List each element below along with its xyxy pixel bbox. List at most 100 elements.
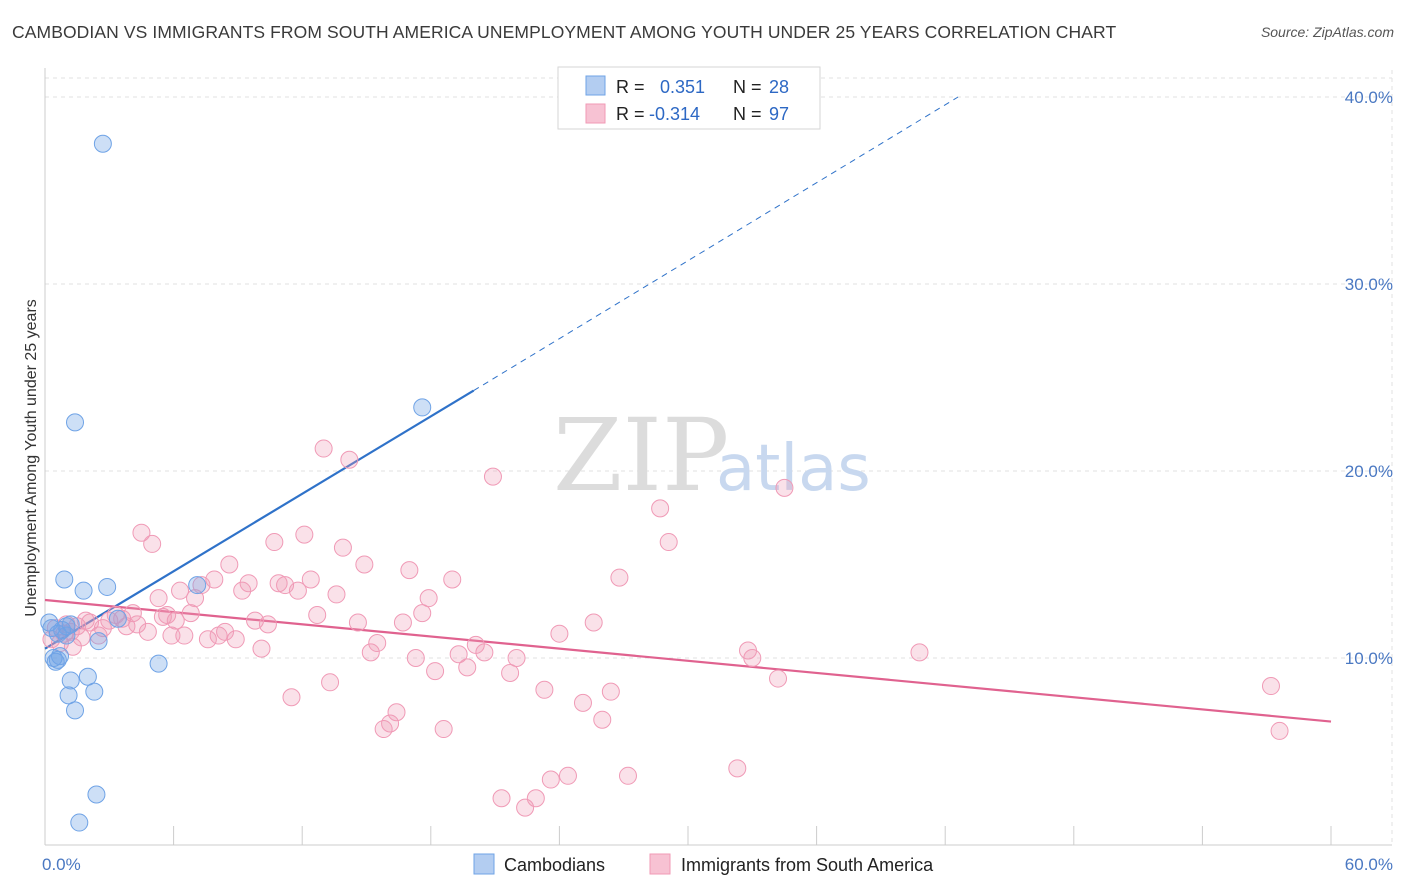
point-south-america-99 bbox=[1261, 677, 1280, 696]
point-south-america-65 bbox=[406, 649, 425, 667]
point-cambodian-9 bbox=[59, 686, 78, 705]
point-south-america-71 bbox=[449, 645, 468, 664]
point-south-america-56 bbox=[348, 613, 367, 632]
point-south-america-98 bbox=[910, 643, 929, 662]
point-south-america-62 bbox=[387, 703, 406, 722]
point-south-america-84 bbox=[558, 766, 577, 785]
legend-r-value-1: 0.351 bbox=[660, 77, 705, 97]
point-south-america-37 bbox=[226, 630, 245, 649]
y-tick-label-1: 20.0% bbox=[1345, 462, 1393, 481]
point-south-america-35 bbox=[216, 622, 235, 641]
legend-n-label-1: N = bbox=[733, 77, 762, 97]
point-south-america-49 bbox=[301, 570, 320, 589]
point-south-america-63 bbox=[393, 613, 412, 632]
point-south-america-75 bbox=[483, 467, 502, 486]
point-south-america-46 bbox=[282, 688, 301, 707]
point-cambodian-15 bbox=[74, 581, 93, 600]
legend-n-value-2: 97 bbox=[769, 104, 789, 124]
point-cambodian-22 bbox=[108, 609, 127, 628]
point-south-america-52 bbox=[321, 673, 340, 692]
point-south-america-93 bbox=[728, 759, 747, 778]
point-south-america-70 bbox=[443, 570, 462, 589]
legend-r-value-2: -0.314 bbox=[649, 104, 700, 124]
watermark-zip: ZIP bbox=[553, 397, 729, 514]
trend-lines bbox=[44, 96, 1332, 723]
point-south-america-86 bbox=[584, 613, 603, 632]
point-south-america-20 bbox=[138, 622, 157, 641]
point-south-america-61 bbox=[381, 714, 400, 733]
chart-title: CAMBODIAN VS IMMIGRANTS FROM SOUTH AMERI… bbox=[12, 22, 1117, 42]
tick-labels: 10.0% 20.0% 30.0% 40.0% 0.0% 60.0% bbox=[42, 88, 1393, 874]
legend-swatch-blue bbox=[585, 75, 606, 96]
point-south-america-29 bbox=[181, 604, 200, 623]
point-south-america-21 bbox=[143, 534, 162, 553]
point-south-america-88 bbox=[601, 682, 620, 701]
point-south-america-87 bbox=[593, 710, 612, 729]
point-south-america-68 bbox=[426, 662, 445, 681]
point-cambodian-23 bbox=[149, 654, 168, 673]
point-cambodian-25 bbox=[413, 398, 432, 417]
point-south-america-100 bbox=[1270, 721, 1289, 740]
point-cambodian-14 bbox=[70, 813, 89, 832]
series-legend-south-america: Immigrants from South America bbox=[681, 855, 934, 875]
point-south-america-39 bbox=[239, 574, 258, 593]
series-legend: Cambodians Immigrants from South America bbox=[473, 853, 934, 875]
point-cambodian-12 bbox=[66, 701, 85, 720]
point-south-america-19 bbox=[132, 523, 151, 542]
point-south-america-85 bbox=[573, 693, 592, 712]
point-south-america-83 bbox=[550, 624, 569, 643]
point-south-america-66 bbox=[413, 604, 432, 623]
legend-r-label-1: R = bbox=[616, 77, 645, 97]
point-south-america-72 bbox=[458, 658, 477, 677]
point-cambodian-5 bbox=[51, 647, 70, 666]
point-south-america-92 bbox=[659, 533, 678, 552]
point-south-america-27 bbox=[171, 581, 190, 600]
point-south-america-18 bbox=[128, 615, 147, 634]
point-south-america-48 bbox=[295, 525, 314, 544]
point-south-america-54 bbox=[333, 538, 352, 557]
point-cambodian-13 bbox=[66, 413, 85, 432]
point-cambodian-20 bbox=[93, 134, 112, 153]
point-south-america-33 bbox=[205, 570, 224, 589]
point-south-america-47 bbox=[288, 581, 307, 600]
point-south-america-89 bbox=[610, 568, 629, 587]
point-cambodian-11 bbox=[61, 671, 80, 690]
point-cambodian-18 bbox=[87, 785, 106, 804]
point-south-america-90 bbox=[618, 766, 637, 785]
data-points bbox=[40, 134, 1289, 832]
point-south-america-96 bbox=[769, 669, 788, 688]
point-south-america-64 bbox=[400, 561, 419, 580]
stats-legend: R = 0.351 N = 28 R = -0.314 N = 97 bbox=[557, 66, 821, 130]
point-south-america-91 bbox=[651, 499, 670, 518]
point-south-america-22 bbox=[149, 589, 168, 608]
point-cambodian-24 bbox=[188, 576, 207, 595]
point-south-america-95 bbox=[743, 649, 762, 667]
point-south-america-55 bbox=[340, 450, 359, 469]
point-south-america-50 bbox=[308, 605, 327, 624]
point-south-america-69 bbox=[434, 720, 453, 739]
x-tick-label-0: 0.0% bbox=[42, 855, 81, 874]
trend-line-south-america bbox=[44, 598, 1332, 723]
point-south-america-41 bbox=[252, 639, 271, 658]
point-south-america-81 bbox=[535, 680, 554, 699]
legend-r-label-2: R = bbox=[616, 104, 645, 124]
point-cambodian-10 bbox=[61, 615, 80, 634]
y-tick-label-0: 10.0% bbox=[1345, 649, 1393, 668]
legend-n-label-2: N = bbox=[733, 104, 762, 124]
point-cambodian-27 bbox=[57, 626, 76, 645]
series-legend-swatch-cambodians bbox=[473, 853, 495, 875]
point-south-america-42 bbox=[258, 615, 277, 634]
point-south-america-30 bbox=[186, 589, 205, 608]
point-south-america-97 bbox=[775, 478, 794, 497]
point-south-america-32 bbox=[198, 630, 217, 649]
y-axis-label: Unemployment Among Youth under 25 years bbox=[23, 299, 40, 617]
point-south-america-77 bbox=[501, 663, 520, 682]
point-south-america-57 bbox=[355, 555, 374, 574]
point-south-america-43 bbox=[265, 533, 284, 552]
point-cambodian-7 bbox=[55, 570, 74, 589]
point-south-america-74 bbox=[475, 643, 494, 662]
point-south-america-51 bbox=[314, 439, 333, 458]
point-south-america-25 bbox=[162, 626, 181, 645]
point-south-america-28 bbox=[175, 626, 194, 645]
trend-line-extension-cambodian bbox=[473, 96, 959, 392]
